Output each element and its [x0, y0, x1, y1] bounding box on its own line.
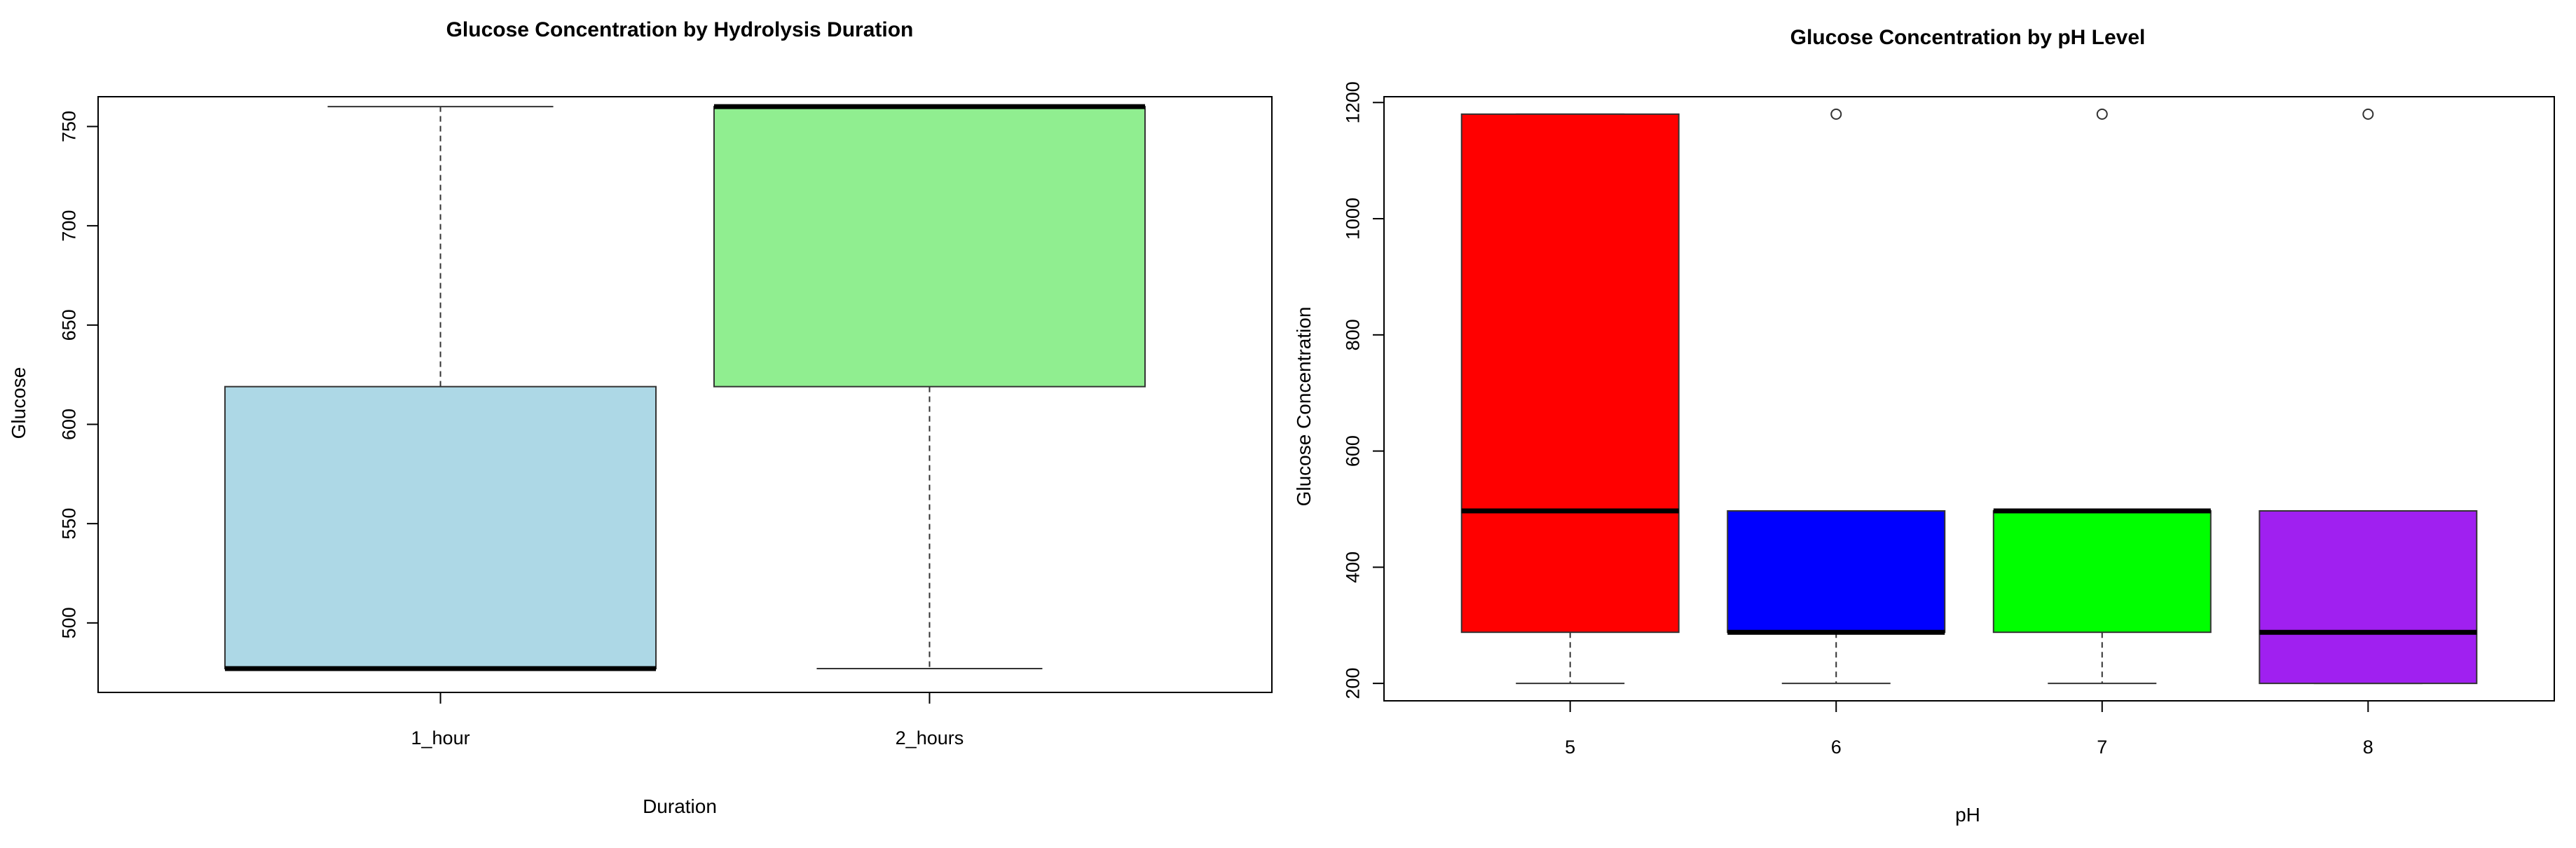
y-tick-label: 700 — [58, 210, 79, 242]
outlier-point — [1830, 108, 1842, 120]
x-axis-label: Duration — [643, 795, 717, 817]
box-8 — [2259, 510, 2478, 685]
y-tick-label: 600 — [1342, 435, 1363, 467]
box-1_hour — [224, 385, 657, 670]
box-6 — [1727, 510, 1946, 634]
x-tick-label: 2_hours — [896, 727, 964, 748]
x-tick-label: 8 — [2363, 737, 2373, 758]
x-tick-label: 6 — [1831, 737, 1842, 758]
outlier-point — [2362, 108, 2374, 120]
box-2_hours — [713, 106, 1146, 388]
ph-chart: Glucose Concentration by pH Level pH Glu… — [1293, 26, 2555, 826]
y-tick-label: 400 — [1342, 552, 1363, 583]
y-tick-label: 650 — [58, 309, 79, 341]
box-5 — [1460, 113, 1680, 634]
x-tick-label: 1_hour — [411, 727, 470, 748]
box-7 — [1992, 510, 2212, 634]
plot-frame — [1383, 96, 2555, 702]
outlier-point — [2096, 108, 2108, 120]
y-tick-label: 1200 — [1342, 81, 1363, 123]
x-tick-label: 7 — [2097, 737, 2107, 758]
duration-chart: Glucose Concentration by Hydrolysis Dura… — [8, 18, 1273, 817]
y-axis-label: Glucose — [8, 367, 29, 439]
y-tick-label: 550 — [58, 508, 79, 540]
chart-title: Glucose Concentration by pH Level — [1790, 26, 2146, 49]
y-tick-label: 200 — [1342, 668, 1363, 699]
x-axis-label: pH — [1955, 804, 1980, 826]
y-axis-label: Glucose Concentration — [1293, 307, 1315, 507]
y-tick-label: 500 — [58, 607, 79, 638]
plot-frame — [97, 96, 1273, 693]
x-tick-label: 5 — [1565, 737, 1575, 758]
y-tick-label: 750 — [58, 111, 79, 142]
y-tick-label: 1000 — [1342, 198, 1363, 240]
y-tick-label: 600 — [58, 409, 79, 440]
y-tick-label: 800 — [1342, 319, 1363, 350]
chart-title: Glucose Concentration by Hydrolysis Dura… — [446, 18, 914, 41]
